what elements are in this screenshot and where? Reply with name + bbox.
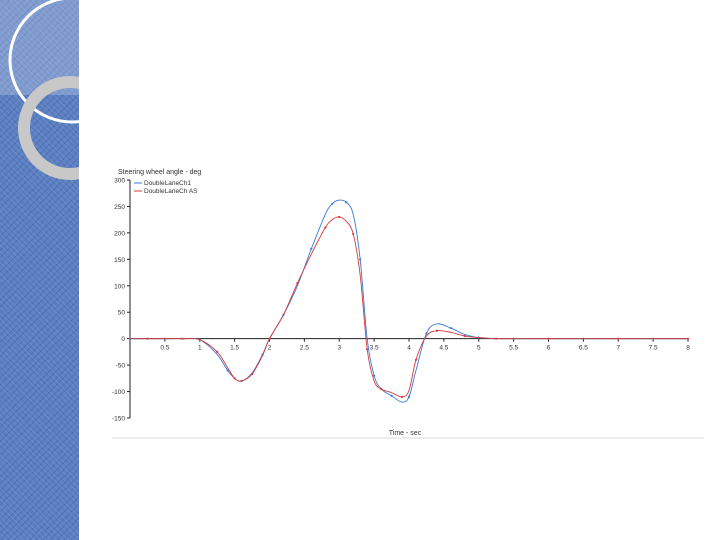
data-point (331, 202, 334, 205)
series-line-2 (130, 216, 688, 398)
data-point (268, 337, 271, 340)
x-tick-label: 1.5 (230, 345, 239, 352)
y-tick-label: 100 (114, 283, 125, 290)
x-tick-label: 2 (268, 345, 272, 352)
x-tick-label: 7.5 (649, 345, 658, 352)
data-point (463, 334, 466, 338)
y-tick-label: -100 (112, 389, 125, 396)
data-point (146, 337, 149, 340)
data-point (686, 337, 690, 340)
chart-title: Steering wheel angle - deg (118, 169, 201, 176)
x-tick-label: 0.5 (160, 345, 169, 352)
x-tick-label: 4 (407, 345, 411, 352)
y-tick-label: 250 (114, 204, 125, 211)
x-axis-label: Time - sec (389, 430, 422, 437)
legend-label: DoubleLaneCh AS (144, 188, 198, 195)
data-point (338, 215, 341, 219)
data-point (380, 387, 383, 391)
data-point (425, 332, 428, 335)
chart-series (128, 199, 690, 403)
x-tick-label: 3 (337, 345, 341, 352)
data-point (359, 258, 362, 261)
y-tick-label: -50 (116, 363, 126, 370)
data-point (407, 395, 411, 398)
data-point (547, 337, 550, 340)
data-point (181, 337, 184, 340)
x-tick-label: 7 (616, 345, 620, 352)
y-tick-label: 150 (114, 257, 125, 264)
data-point (216, 350, 219, 353)
y-tick-label: 300 (114, 178, 125, 185)
chart-ticks: 300 250 200 150 100 50 0 -50 -100 -150 0.5 1 1.5 2 2.5… (112, 178, 690, 423)
data-point (345, 201, 348, 204)
data-point (233, 377, 236, 380)
x-tick-label: 3.5 (370, 345, 379, 352)
y-tick-label: 50 (118, 310, 126, 317)
y-tick-label: -150 (112, 416, 125, 423)
steering-angle-chart: Steering wheel angle - deg 300 250 200 150 1… (108, 160, 708, 440)
data-point (449, 326, 452, 330)
data-point (617, 337, 620, 340)
y-tick-label: 200 (114, 230, 125, 237)
y-tick-label: 0 (121, 336, 125, 343)
x-tick-label: 2.5 (300, 345, 309, 352)
data-point (495, 337, 498, 340)
x-tick-label: 4.5 (439, 345, 448, 352)
x-tick-label: 6.5 (579, 345, 588, 352)
data-point (310, 247, 313, 250)
data-point (366, 348, 369, 351)
data-point (226, 369, 229, 372)
data-point (414, 358, 418, 361)
data-point (324, 226, 327, 229)
decorative-ring-white (8, 0, 79, 124)
x-tick-label: 5.5 (509, 345, 518, 352)
data-point (373, 374, 376, 377)
series-line-1 (130, 199, 688, 403)
data-point (250, 373, 254, 376)
legend-label: DoubleLaneCh1 (144, 180, 191, 187)
data-point (296, 282, 299, 285)
data-point (352, 232, 355, 236)
data-point (390, 394, 393, 397)
x-tick-label: 8 (686, 345, 690, 352)
data-point (435, 329, 438, 332)
data-point (400, 395, 404, 398)
x-tick-label: 1 (198, 345, 202, 352)
decorative-rings (0, 0, 79, 180)
decorative-side-panel (0, 0, 79, 540)
x-tick-label: 5 (477, 345, 481, 352)
x-tick-label: 6 (547, 345, 551, 352)
decorative-ring-grey (18, 76, 79, 180)
chart-svg: Steering wheel angle - deg 3002502001501… (112, 169, 704, 439)
